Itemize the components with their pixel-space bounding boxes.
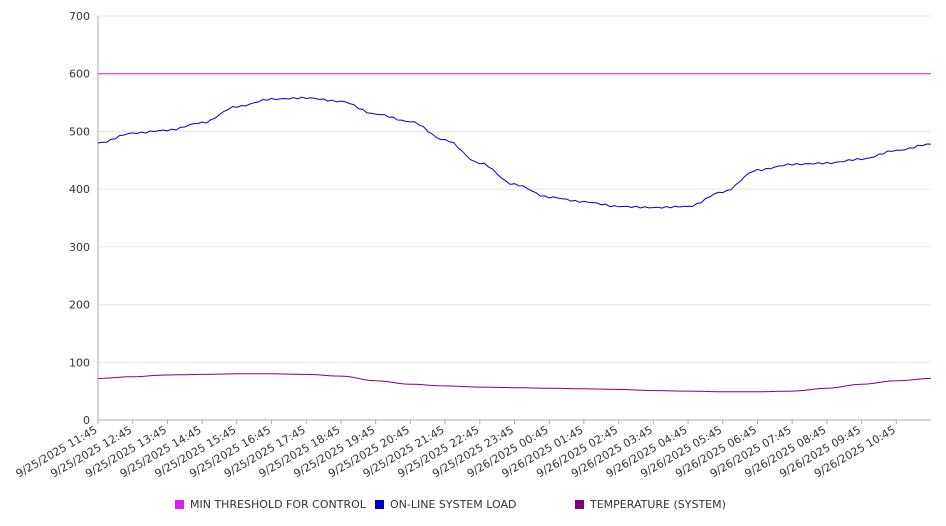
legend-swatch-threshold bbox=[175, 500, 184, 509]
legend-item-threshold[interactable]: MIN THRESHOLD FOR CONTROL bbox=[175, 498, 366, 511]
legend-item-system-load[interactable]: ON-LINE SYSTEM LOAD bbox=[375, 498, 516, 511]
y-tick-label: 0 bbox=[83, 414, 90, 427]
x-tick-labels: 9/25/2025 11:459/25/2025 12:459/25/2025 … bbox=[14, 420, 898, 480]
y-tick-label: 200 bbox=[69, 299, 90, 312]
y-tick-label: 600 bbox=[69, 68, 90, 81]
legend-label-threshold: MIN THRESHOLD FOR CONTROL bbox=[190, 498, 366, 511]
series-line-temperature bbox=[97, 373, 932, 393]
legend-item-temperature[interactable]: TEMPERATURE (SYSTEM) bbox=[575, 498, 726, 511]
y-tick-label: 100 bbox=[69, 356, 90, 369]
legend-label-temperature: TEMPERATURE (SYSTEM) bbox=[590, 498, 726, 511]
y-tick-label: 700 bbox=[69, 10, 90, 23]
y-tick-label: 300 bbox=[69, 241, 90, 254]
legend-label-system-load: ON-LINE SYSTEM LOAD bbox=[390, 498, 517, 511]
legend: MIN THRESHOLD FOR CONTROL ON-LINE SYSTEM… bbox=[0, 498, 946, 514]
series-lines bbox=[97, 73, 932, 393]
y-tick-label: 500 bbox=[69, 125, 90, 138]
series-line-system-load bbox=[97, 96, 932, 209]
grid-lines bbox=[98, 15, 931, 363]
y-tick-label: 400 bbox=[69, 183, 90, 196]
y-tick-labels: 0 100 200 300 400 500 600 700 bbox=[69, 10, 90, 427]
legend-swatch-temperature bbox=[575, 500, 584, 509]
legend-swatch-system-load bbox=[375, 500, 384, 509]
